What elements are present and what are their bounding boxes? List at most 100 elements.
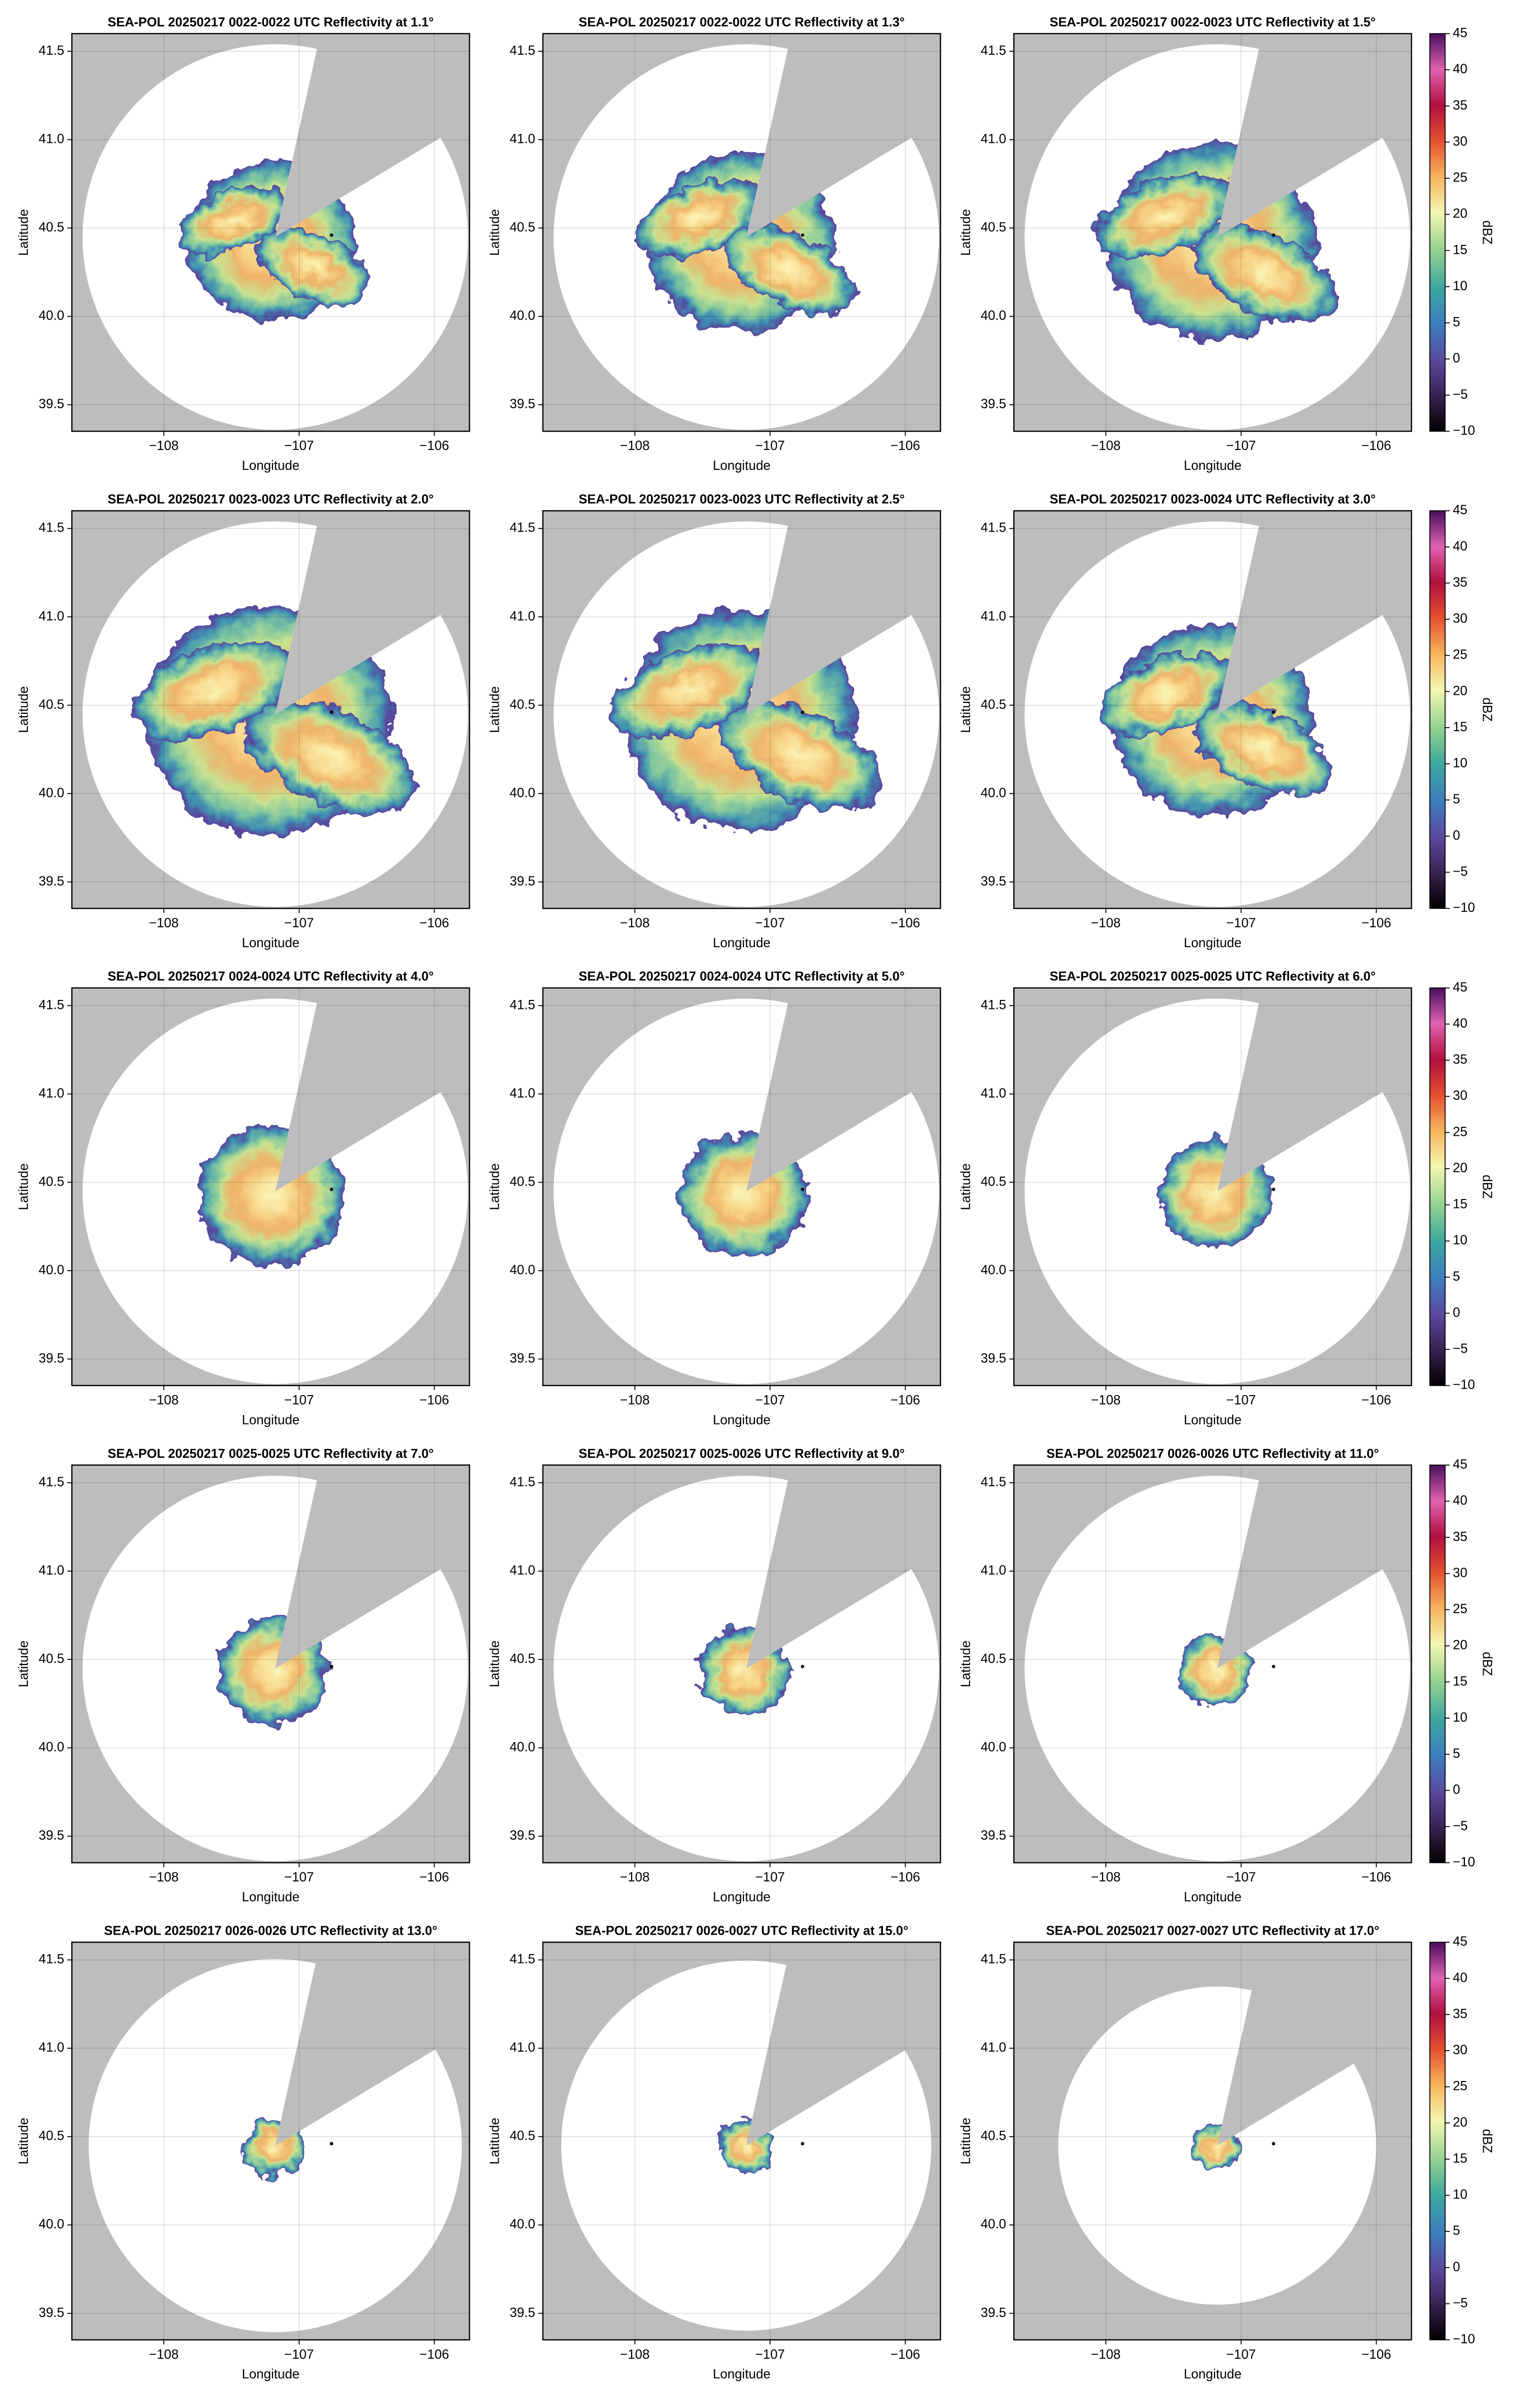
colorbar-tick-label: 10 <box>1453 756 1467 770</box>
colorbar-tick-label: 5 <box>1453 2223 1460 2238</box>
x-axis-label: Longitude <box>713 2367 770 2382</box>
y-tick-label: 41.0 <box>39 608 64 623</box>
panel: −108 −107 −106 39.5 40.0 40.5 41.0 41.5 SEA-POL … <box>958 970 1495 1427</box>
x-tick-label: −107 <box>756 915 785 930</box>
x-tick-label: −107 <box>1226 2347 1256 2362</box>
y-tick-label: 39.5 <box>510 396 535 411</box>
colorbar-tick-label: 40 <box>1453 1970 1467 1985</box>
radar-site <box>801 710 804 714</box>
x-tick-label: −106 <box>420 1869 449 1884</box>
chart-title: SEA-POL 20250217 0025-0025 UTC Reflectiv… <box>108 1447 433 1461</box>
y-tick-label: 40.5 <box>510 697 535 712</box>
colorbar-tick-label: 35 <box>1453 574 1467 589</box>
panel: −108 −107 −106 39.5 40.0 40.5 41.0 41.5 SEA-POL … <box>16 1447 470 1904</box>
colorbar-tick-label: −5 <box>1453 1341 1468 1356</box>
y-tick-label: 40.0 <box>980 1262 1006 1277</box>
colorbar-tick-label: 30 <box>1453 1088 1467 1103</box>
colorbar-tick-label: −10 <box>1453 1377 1475 1392</box>
colorbar-label: dBZ <box>1480 697 1495 721</box>
y-tick-label: 41.5 <box>510 1952 535 1967</box>
y-tick-label: 40.5 <box>510 219 535 234</box>
colorbar-tick-label: 30 <box>1453 1565 1467 1580</box>
x-tick-label: −107 <box>1226 915 1256 930</box>
x-tick-label: −108 <box>1091 438 1120 453</box>
radar-coverage <box>1024 1476 1410 1861</box>
y-axis-label: Latitude <box>16 686 31 733</box>
y-tick-label: 40.0 <box>980 308 1006 323</box>
radar-site <box>1272 2142 1276 2146</box>
y-tick-label: 41.5 <box>39 1952 64 1967</box>
y-axis-label: Latitude <box>16 209 31 256</box>
echo-area <box>635 151 856 332</box>
x-tick-label: −106 <box>890 1869 920 1884</box>
plot-frame <box>542 1464 941 1863</box>
x-tick-label: −108 <box>620 1869 650 1884</box>
y-tick-label: 40.0 <box>510 1740 535 1754</box>
x-axis-label: Longitude <box>713 1412 770 1427</box>
colorbar-tick-label: 15 <box>1453 719 1467 734</box>
colorbar-tick-label: 45 <box>1453 980 1467 994</box>
radar-site <box>801 2142 804 2146</box>
plot-frame <box>1013 1941 1412 2341</box>
plot-frame <box>71 510 470 909</box>
x-tick-label: −107 <box>756 438 785 453</box>
y-tick-label: 41.5 <box>980 1952 1006 1967</box>
y-tick-label: 41.0 <box>39 2040 64 2055</box>
y-tick-label: 40.0 <box>510 785 535 800</box>
colorbar-label: dBZ <box>1480 220 1495 244</box>
echo-shape <box>635 151 856 332</box>
colorbar-tick-label: −5 <box>1453 1818 1468 1833</box>
x-tick-label: −106 <box>1362 2347 1391 2362</box>
radar-site <box>1272 1664 1276 1668</box>
y-tick-label: 40.0 <box>510 2216 535 2231</box>
echo <box>635 179 762 257</box>
echo <box>177 186 290 255</box>
echo <box>610 644 766 739</box>
colorbar-tick-label: 5 <box>1453 315 1460 329</box>
colorbar-tick-label: 45 <box>1453 1457 1467 1472</box>
x-tick-label: −107 <box>1226 1392 1256 1407</box>
colorbar-tick-label: −10 <box>1453 900 1475 915</box>
x-axis-label: Longitude <box>1184 2367 1242 2382</box>
x-tick-label: −106 <box>420 1392 449 1407</box>
y-tick-label: 39.5 <box>510 874 535 888</box>
y-axis-label: Latitude <box>487 2118 502 2165</box>
colorbar-tick-label: 0 <box>1453 2259 1460 2274</box>
echo <box>1192 702 1333 797</box>
x-tick-label: −107 <box>1226 1869 1256 1884</box>
y-tick-label: 39.5 <box>39 2305 64 2320</box>
colorbar <box>1429 33 1446 432</box>
y-tick-label: 41.0 <box>980 1563 1006 1578</box>
echo <box>244 699 416 814</box>
colorbar-tick-label: 15 <box>1453 2151 1467 2166</box>
x-tick-label: −108 <box>1091 915 1120 930</box>
chart-title: SEA-POL 20250217 0025-0026 UTC Reflectiv… <box>579 1447 905 1461</box>
colorbar-tick-label: 25 <box>1453 2079 1467 2093</box>
y-tick-label: 41.5 <box>980 43 1006 58</box>
chart-title: SEA-POL 20250217 0024-0024 UTC Reflectiv… <box>108 970 433 984</box>
chart-title: SEA-POL 20250217 0022-0022 UTC Reflectiv… <box>579 15 905 29</box>
x-tick-label: −106 <box>420 438 449 453</box>
x-tick-label: −106 <box>1362 438 1391 453</box>
y-tick-label: 41.0 <box>980 131 1006 146</box>
radar-site <box>1272 710 1276 714</box>
y-tick-label: 40.5 <box>510 1174 535 1189</box>
colorbar-tick-label: 25 <box>1453 1124 1467 1139</box>
y-tick-label: 41.0 <box>510 1086 535 1100</box>
colorbar-tick-label: 45 <box>1453 25 1467 40</box>
colorbar-tick-label: 35 <box>1453 1052 1467 1067</box>
x-axis-label: Longitude <box>713 458 770 473</box>
y-tick-label: 40.0 <box>980 785 1006 800</box>
y-tick-label: 41.0 <box>39 1563 64 1578</box>
colorbar-tick-label: 15 <box>1453 242 1467 257</box>
y-axis-label: Latitude <box>16 1163 31 1210</box>
colorbar-tick-label: 15 <box>1453 1197 1467 1211</box>
x-tick-label: −106 <box>890 438 920 453</box>
x-axis-label: Longitude <box>242 1412 300 1427</box>
y-axis-label: Latitude <box>487 209 502 256</box>
colorbar-tick-label: 0 <box>1453 350 1460 365</box>
x-tick-label: −106 <box>890 1392 920 1407</box>
colorbar-tick-label: −10 <box>1453 423 1475 438</box>
y-tick-label: 39.5 <box>510 1350 535 1365</box>
